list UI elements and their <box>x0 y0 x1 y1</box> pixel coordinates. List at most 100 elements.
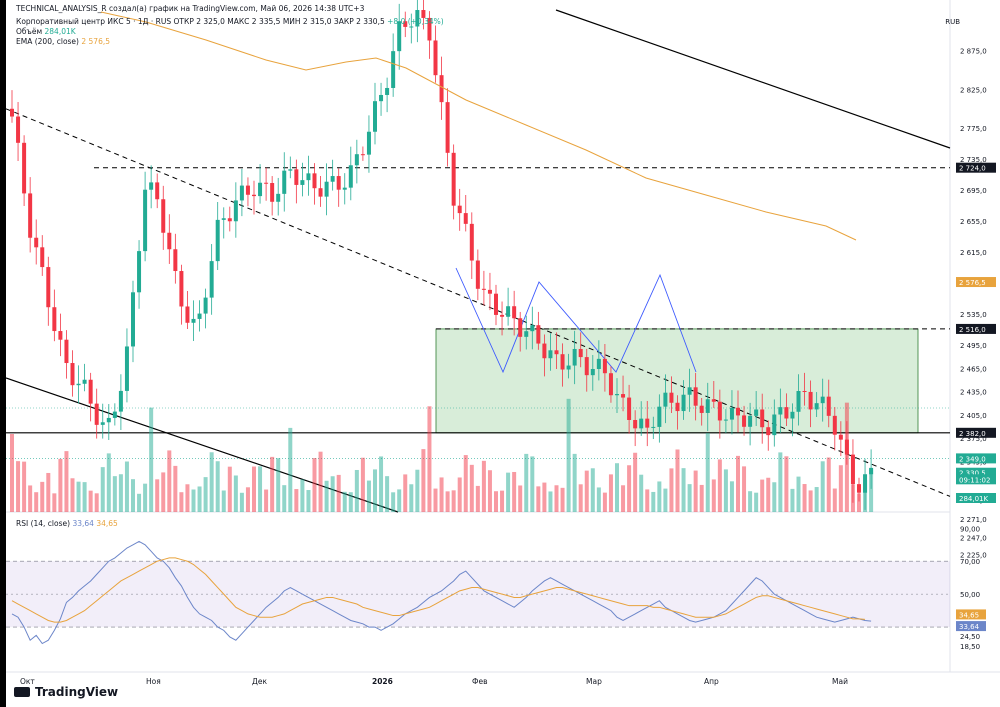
price-tick-label: 2 695,0 <box>960 187 987 195</box>
volume-bar <box>209 452 214 512</box>
candle-body <box>348 165 353 188</box>
volume-bar <box>70 478 75 512</box>
ema-legend: EMA (200, close) 2 576,5 <box>16 37 111 46</box>
volume-bar <box>723 469 728 512</box>
candle-body <box>149 182 154 190</box>
volume-bar <box>784 456 789 512</box>
volume-bar <box>403 474 408 512</box>
candle-body <box>681 394 686 412</box>
volume-bar <box>487 470 492 512</box>
candle-body <box>22 142 27 194</box>
candle-body <box>306 173 311 181</box>
candle-body <box>772 414 777 436</box>
volume-bar <box>863 480 868 512</box>
candle-body <box>76 383 81 386</box>
rsi-tick-label: 18,50 <box>960 643 980 651</box>
candle-body <box>596 358 601 369</box>
candle-body <box>379 94 384 102</box>
candle-body <box>748 415 753 427</box>
volume-bar <box>203 477 208 512</box>
candle-body <box>633 419 638 429</box>
volume-bar <box>318 451 323 512</box>
candle-body <box>518 318 523 337</box>
candle-body <box>397 21 402 52</box>
candle-body <box>276 193 281 202</box>
candle-body <box>693 387 698 406</box>
candle-body <box>663 392 668 407</box>
volume-bar <box>542 482 547 512</box>
price-tag-bg <box>956 453 996 464</box>
candle-body <box>391 51 396 88</box>
volume-bar <box>566 398 571 512</box>
time-tick-label: Май <box>832 677 848 686</box>
volume-bar <box>639 474 644 512</box>
candle-body <box>554 350 559 355</box>
candle-body <box>796 391 801 412</box>
candle-body <box>52 307 57 332</box>
volume-bar <box>118 474 123 512</box>
volume-bar <box>143 483 148 512</box>
candle-body <box>705 399 710 413</box>
volume-bar <box>500 490 505 512</box>
volume-bar <box>536 486 541 512</box>
price-tick-label: 2 495,0 <box>960 342 987 350</box>
volume-bar <box>796 476 801 512</box>
volume-bar <box>857 493 861 512</box>
price-tag-bg <box>956 427 996 438</box>
candle-body <box>70 363 75 386</box>
volume-bar <box>415 469 420 512</box>
candle-body <box>106 417 111 423</box>
volume-bar <box>366 480 371 512</box>
price-tick-label: 2 247,0 <box>960 534 987 542</box>
volume-bar <box>578 484 583 512</box>
volume-bar <box>705 432 710 512</box>
volume-bar <box>826 457 831 512</box>
volume-bar <box>82 482 87 512</box>
price-tick-label: 2 735,0 <box>960 156 987 164</box>
candle-body <box>500 314 505 317</box>
rsi-tick-label: 90,00 <box>960 525 980 533</box>
symbol-line: Корпоративный центр ИКС 5 · 1Д · RUS ОТК… <box>16 17 444 26</box>
time-tick-label: Мар <box>586 677 602 686</box>
price-tick-label: 2 875,0 <box>960 48 987 56</box>
tradingview-brand[interactable]: TradingView <box>14 685 118 699</box>
price-tick-label: 2 375,0 <box>960 435 987 443</box>
price-tag-label: 2 724,0 <box>959 165 986 173</box>
candle-body <box>736 407 740 416</box>
candle-body <box>790 411 795 419</box>
candle-body <box>729 407 734 420</box>
volume-bar <box>94 493 99 512</box>
candle-body <box>16 116 21 143</box>
candle-body <box>857 484 861 493</box>
volume-bar <box>615 463 619 512</box>
volume-bar <box>669 468 674 512</box>
candle-body <box>506 306 511 317</box>
volume-bar <box>282 485 287 512</box>
volume-bar <box>161 472 166 512</box>
volume-bar <box>227 466 232 512</box>
candle-body <box>512 306 517 319</box>
candle-body <box>112 411 117 418</box>
price-tag-bg <box>956 323 996 334</box>
time-tick-label: Дек <box>252 677 267 686</box>
candle-body <box>221 218 226 220</box>
candle-body <box>608 373 613 396</box>
volume-bar <box>64 451 69 512</box>
candle-body <box>131 292 135 347</box>
volume-bar <box>463 455 468 512</box>
change-value: +8,0 (+0,34%) <box>387 17 444 26</box>
volume-bar <box>264 489 269 512</box>
candle-body <box>802 391 807 393</box>
volume-bar <box>52 493 57 512</box>
trendline-dashed <box>6 108 951 497</box>
candle-body <box>342 187 347 190</box>
volume-bar <box>58 458 63 512</box>
volume-bar <box>645 489 650 512</box>
candle-body <box>578 348 583 358</box>
chart-canvas[interactable]: 2 875,0 2 825,0 2 775,0 2 735,0 2 695,0 2 655… <box>6 0 1000 707</box>
price-tick-label: 2 405,0 <box>960 412 987 420</box>
candle-body <box>209 261 214 298</box>
volume-bar <box>433 488 438 512</box>
price-tick-label: 2 615,0 <box>960 249 987 257</box>
volume-bar <box>742 466 747 512</box>
